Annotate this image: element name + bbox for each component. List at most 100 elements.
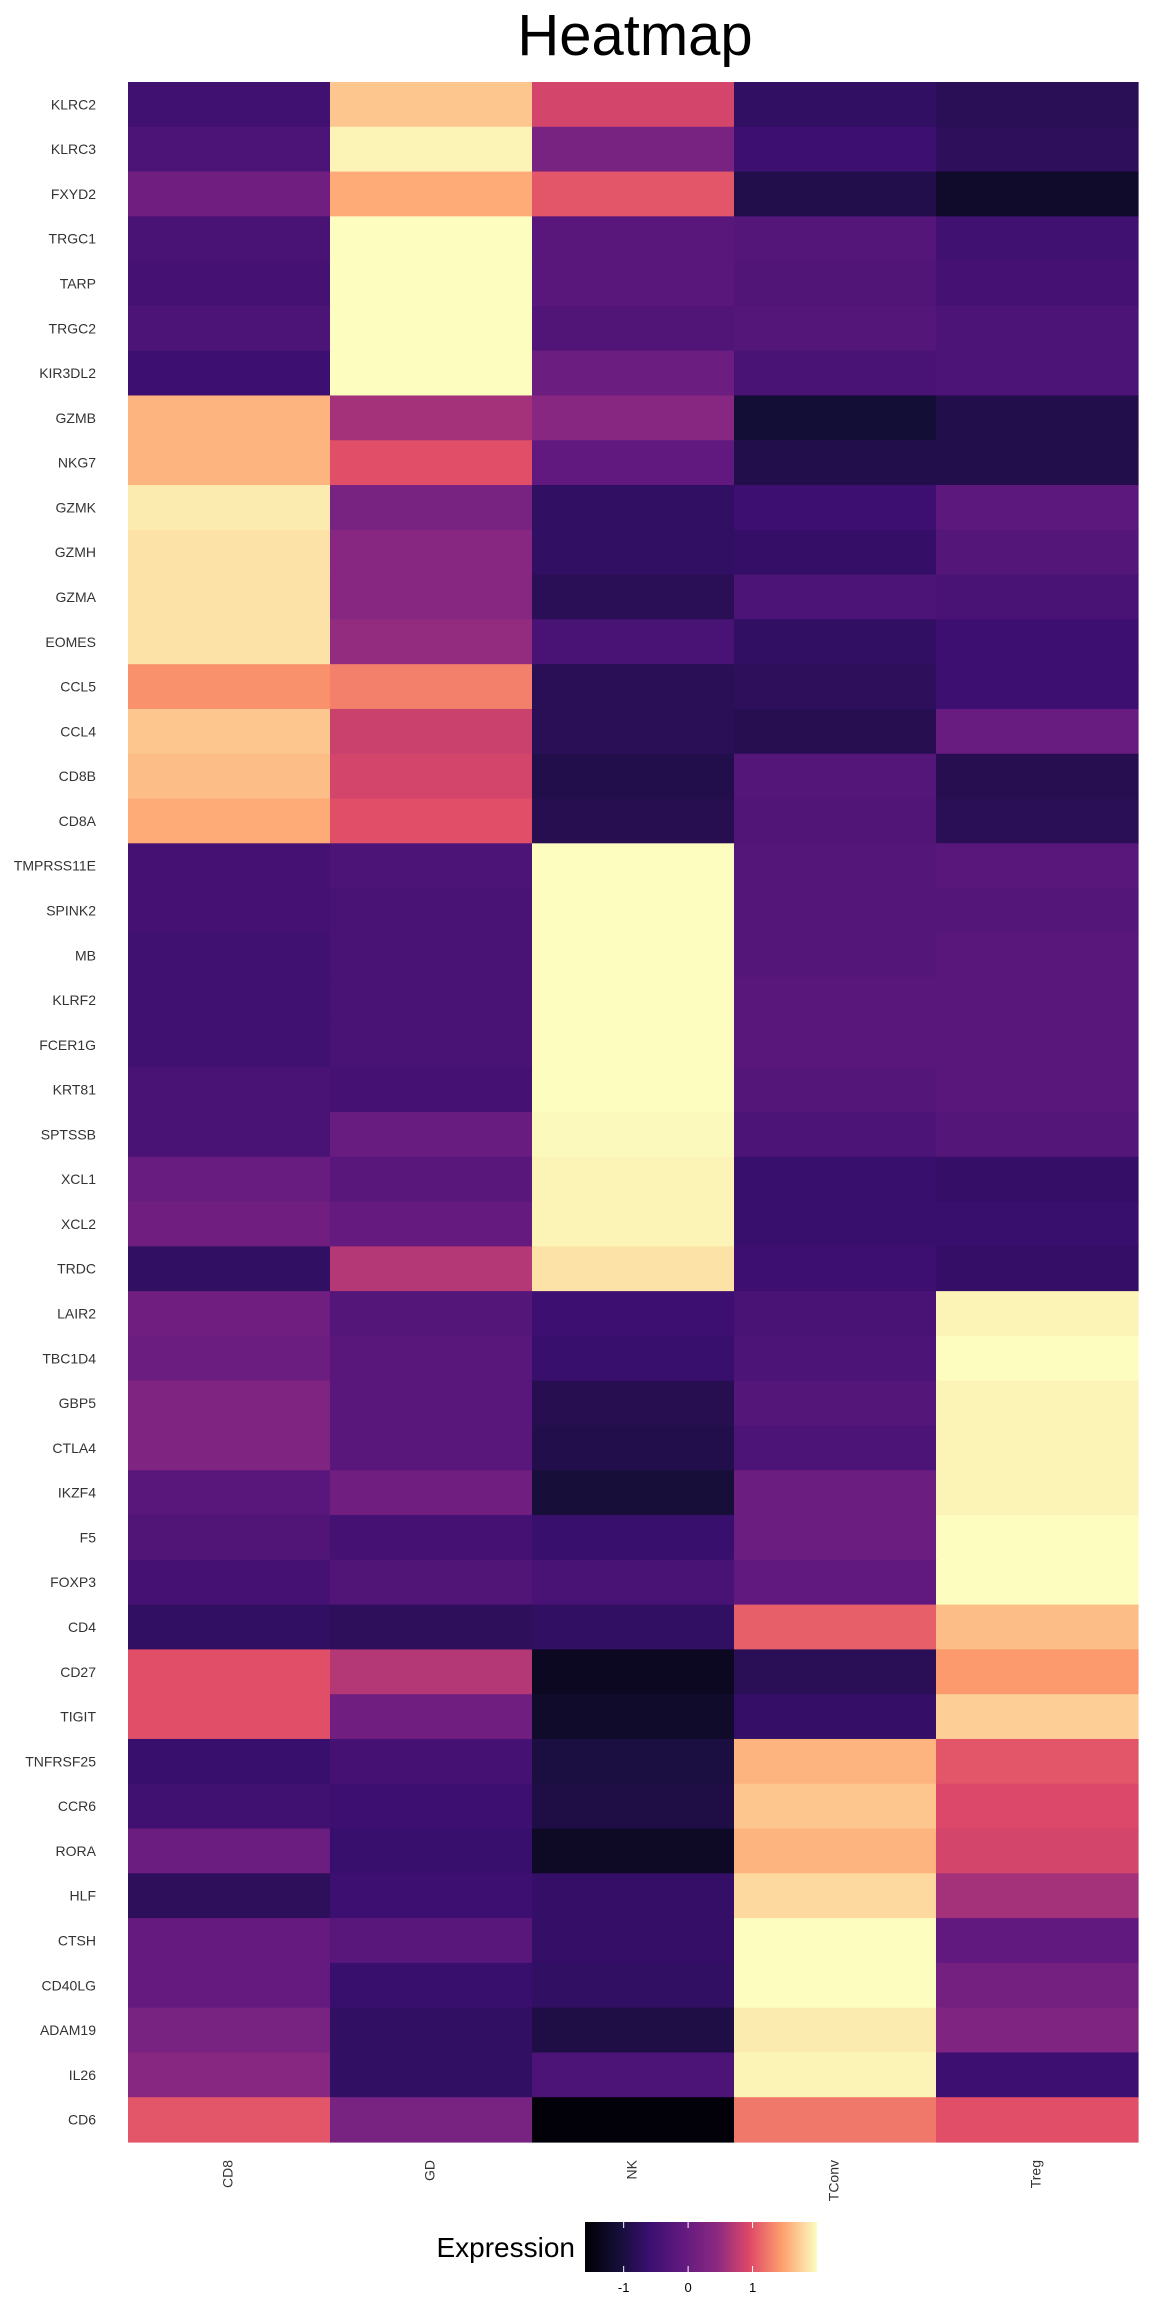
heatmap-cell-trdc-cd8 [128,1246,331,1292]
heatmap-cell-xcl1-treg [936,1156,1139,1203]
heatmap-cell-ctla4-treg [936,1425,1139,1471]
heatmap-cell-ikzf4-gd [330,1470,533,1516]
heatmap-cell-trgc2-cd8 [128,305,331,352]
heatmap-cell-ccl5-nk [532,664,735,710]
heatmap-cell-klrf2-treg [936,977,1139,1024]
row-label: CD27 [60,1664,96,1680]
heatmap-cell-ikzf4-treg [936,1470,1139,1516]
heatmap-cell-adam19-cd8 [128,2007,331,2054]
heatmap-cell-trgc1-tconv [734,216,937,262]
heatmap-cell-tmprss11e-treg [936,843,1139,889]
heatmap-cell-gzmb-tconv [734,395,937,441]
heatmap-cell-foxp3-treg [936,1559,1139,1606]
heatmap-cell-rora-nk [532,1828,735,1874]
row-label: KRT81 [53,1082,97,1098]
heatmap-cell-ikzf4-tconv [734,1470,937,1516]
heatmap-cell-klrf2-cd8 [128,977,331,1024]
heatmap-cell-tigit-treg [936,1694,1139,1740]
heatmap-cell-nkg7-cd8 [128,440,331,486]
heatmap-cell-f5-treg [936,1515,1139,1561]
heatmap-cell-klrc2-nk [532,82,735,128]
heatmap-cell-nkg7-nk [532,440,735,486]
heatmap-cell-ctsh-tconv [734,1918,937,1964]
heatmap-cell-ctla4-nk [532,1425,735,1471]
row-label: GZMB [56,410,96,426]
heatmap-cell-gzma-treg [936,574,1139,620]
heatmap-cell-gzmh-nk [532,529,735,576]
legend-title: Expression [436,2232,575,2263]
heatmap-cell-cd8b-cd8 [128,753,331,800]
heatmap-cell-trgc1-gd [330,216,533,262]
row-label: SPTSSB [41,1126,96,1142]
heatmap-cell-lair2-nk [532,1291,735,1337]
heatmap-cell-ctsh-gd [330,1918,533,1964]
heatmap-cell-gzmk-cd8 [128,485,331,531]
heatmap-cell-tigit-gd [330,1694,533,1740]
row-label: FCER1G [39,1037,96,1053]
heatmap-cell-tbc1d4-nk [532,1335,735,1382]
heatmap-cell-klrc2-treg [936,82,1139,128]
heatmap-cell-tmprss11e-tconv [734,843,937,889]
heatmap-cell-krt81-nk [532,1067,735,1113]
heatmap-cell-trgc1-nk [532,216,735,262]
row-label: EOMES [45,634,96,650]
heatmap-cell-foxp3-nk [532,1559,735,1606]
heatmap-cell-cd8a-nk [532,798,735,844]
heatmap-cell-tnfrsf25-cd8 [128,1738,331,1785]
heatmap-cell-cd40lg-gd [330,1962,533,2009]
heatmap-cell-foxp3-tconv [734,1559,937,1606]
heatmap-cell-tmprss11e-gd [330,843,533,889]
heatmap-cell-hlf-treg [936,1873,1139,1919]
heatmap-cell-gzmh-treg [936,529,1139,576]
heatmap-cell-trdc-nk [532,1246,735,1292]
row-label: CD4 [68,1619,96,1635]
heatmap-cell-ccl4-nk [532,708,735,755]
heatmap-cell-sptssb-nk [532,1112,735,1158]
row-label: RORA [56,1843,97,1859]
heatmap-cell-tigit-tconv [734,1694,937,1740]
heatmap-cell-trgc1-treg [936,216,1139,262]
heatmap-cell-eomes-cd8 [128,619,331,665]
heatmap-cell-mb-nk [532,932,735,979]
heatmap-cell-rora-tconv [734,1828,937,1874]
heatmap-cell-ccl4-gd [330,708,533,755]
heatmap-cell-klrc2-cd8 [128,82,331,128]
heatmap-cell-spink2-treg [936,888,1139,934]
heatmap-cell-xcl1-nk [532,1156,735,1203]
row-label: TRGC1 [49,231,97,247]
heatmap-cell-trdc-tconv [734,1246,937,1292]
heatmap-cell-cd6-gd [330,2097,533,2143]
column-labels: CD8 GD NK TConv Treg [220,2159,1044,2201]
heatmap-cell-sptssb-tconv [734,1112,937,1158]
heatmap-cell-gzmb-nk [532,395,735,441]
heatmap-cell-ccr6-cd8 [128,1783,331,1830]
row-label: FXYD2 [51,186,96,202]
heatmap-cell-f5-nk [532,1515,735,1561]
heatmap-cell-klrc3-nk [532,126,735,173]
heatmap-cell-mb-gd [330,932,533,979]
heatmap-cell-rora-gd [330,1828,533,1874]
heatmap-cell-ctsh-cd8 [128,1918,331,1964]
heatmap-cell-cd4-cd8 [128,1604,331,1650]
heatmap-cell-ccr6-nk [532,1783,735,1830]
heatmap-cell-cd27-cd8 [128,1649,331,1695]
heatmap-cell-gzmb-gd [330,395,533,441]
heatmap-cell-cd8a-tconv [734,798,937,844]
column-label: NK [624,2159,640,2179]
heatmap-cell-kir3dl2-gd [330,350,533,397]
row-label: ADAM19 [40,2022,96,2038]
heatmap-cell-gzmh-tconv [734,529,937,576]
heatmap-cell-cd40lg-treg [936,1962,1139,2009]
heatmap-cell-spink2-nk [532,888,735,934]
row-label: CD8A [59,813,97,829]
heatmap-cell-trdc-gd [330,1246,533,1292]
heatmap-cell-il26-nk [532,2052,735,2098]
heatmap-cell-cd6-nk [532,2097,735,2143]
heatmap-cell-tarp-cd8 [128,261,331,307]
heatmap-cell-kir3dl2-cd8 [128,350,331,397]
row-label: GZMH [55,544,96,560]
heatmap-cell-krt81-treg [936,1067,1139,1113]
heatmap-cell-trgc1-cd8 [128,216,331,262]
row-labels: KLRC2 KLRC3 FXYD2 TRGC1 TARP TRGC2 KIR3DL2 GZMB… [14,96,97,2127]
row-label: CCL5 [60,679,96,695]
